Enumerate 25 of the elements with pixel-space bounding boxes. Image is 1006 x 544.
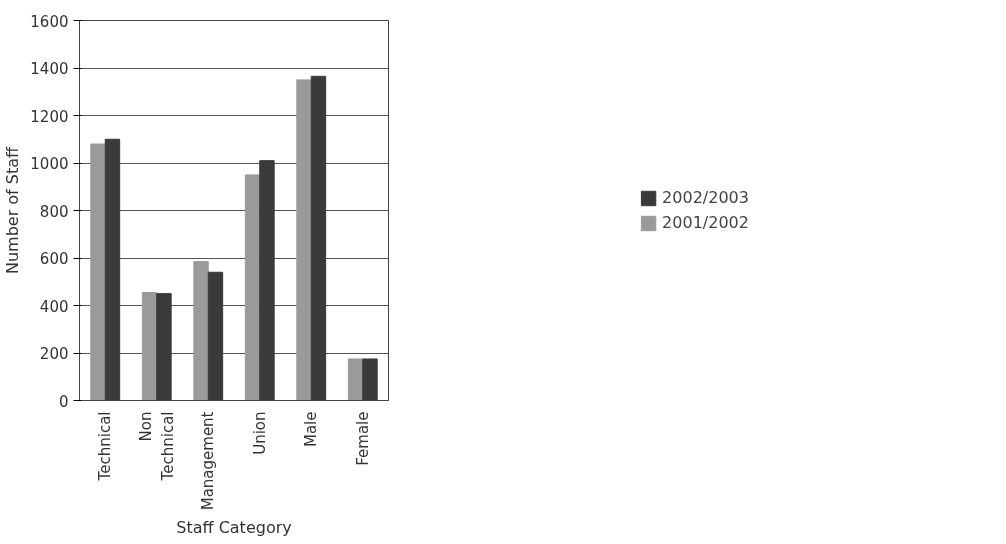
bar — [90, 143, 106, 401]
legend-label: 2001/2002 — [662, 213, 749, 232]
bar — [347, 358, 364, 401]
y-tick-label: 0 — [58, 392, 69, 411]
bar — [193, 261, 209, 401]
legend-label: 2002/2003 — [662, 188, 749, 207]
x-tick-label: Management — [199, 411, 218, 511]
x-tick-label: Union — [250, 411, 269, 455]
y-tick-label: 800 — [39, 202, 69, 221]
y-tick-label: 200 — [39, 345, 69, 363]
y-tick-label: 1000 — [30, 155, 69, 173]
y-tick-label: 1200 — [30, 107, 69, 126]
y-tick-label: 1400 — [30, 60, 69, 78]
x-tick-label: Female — [353, 411, 372, 466]
x-axis-title: Staff Category — [176, 518, 292, 538]
bar — [244, 174, 261, 401]
bar — [141, 291, 158, 401]
y-tick-label: 400 — [39, 297, 69, 316]
y-axis-title: Number of Staff — [3, 145, 23, 275]
bar — [296, 79, 312, 401]
x-tick-label: Technical — [96, 411, 115, 482]
y-tick-label: 600 — [39, 250, 69, 268]
x-tick-label: Non Technical — [136, 411, 177, 482]
y-tick-label: 1600 — [30, 12, 69, 31]
x-tick-label: Male — [302, 411, 321, 448]
